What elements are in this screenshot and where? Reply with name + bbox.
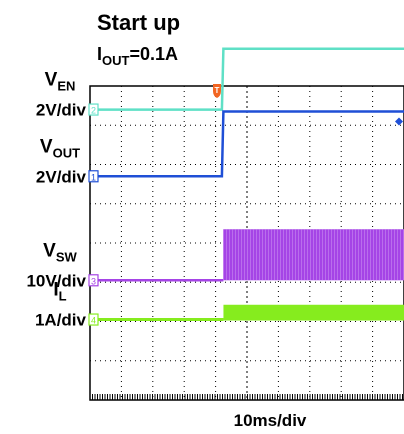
traces <box>90 47 404 322</box>
trace-il-ripple <box>223 304 404 321</box>
subtitle-main: I <box>97 44 102 64</box>
channel-name-sub: OUT <box>53 145 81 160</box>
ground-marker-number: 1 <box>91 172 96 182</box>
channel-name-main: V <box>40 136 53 157</box>
x-axis-ticks <box>89 390 403 400</box>
channel-name-sub: L <box>59 289 67 304</box>
channel-name-main: V <box>45 70 58 91</box>
channel-name-vout: VOUT <box>40 136 80 160</box>
ground-marker-il: 4 <box>88 313 99 326</box>
ground-marker-box <box>88 103 99 116</box>
trigger-marker-label: T <box>215 86 220 95</box>
channel-name-vsw: VSW <box>43 240 77 264</box>
trigger-marker-shape <box>213 84 221 98</box>
channel-label-il: IL 1A/div 4 <box>35 280 99 330</box>
ground-marker-number: 3 <box>91 276 96 286</box>
channel-name-ven: VEN <box>45 70 76 94</box>
channel-name-il: IL <box>53 280 66 304</box>
channel-scale-vsw: 10V/div <box>26 271 86 290</box>
subtitle-sub: OUT <box>102 53 130 68</box>
channel-label-vout: VOUT 2V/div 1 <box>36 136 99 186</box>
channel-name-main: V <box>43 240 56 261</box>
channel-scale-vout: 2V/div <box>36 167 87 186</box>
trigger-marker: T <box>213 84 221 98</box>
ground-marker-box <box>88 313 99 326</box>
x-axis-label: 10ms/div <box>234 411 307 430</box>
channel-name-main: I <box>53 280 58 301</box>
vout-level-marker <box>395 117 403 126</box>
trace-vsw-switching-edges <box>223 229 404 281</box>
channel-label-ven: VEN 2V/div 2 <box>36 70 99 120</box>
ground-marker-number: 2 <box>91 106 96 116</box>
trace-ven <box>90 47 404 111</box>
channel-scale-ven: 2V/div <box>36 101 87 120</box>
chart-subtitle: IOUT=0.1A <box>97 44 178 68</box>
channel-name-sub: EN <box>57 79 75 94</box>
ground-marker-box <box>88 170 99 183</box>
channel-scale-il: 1A/div <box>35 311 87 330</box>
ground-marker-vsw: 3 <box>88 274 99 287</box>
chart-title: Start up <box>97 10 180 35</box>
subtitle-rest: =0.1A <box>129 44 178 64</box>
trace-vout <box>90 110 404 178</box>
channel-name-sub: SW <box>56 249 78 264</box>
ground-marker-number: 4 <box>91 316 96 326</box>
ground-marker-ven: 2 <box>88 103 99 116</box>
ground-marker-box <box>88 274 99 287</box>
ground-marker-vout: 1 <box>88 170 99 183</box>
channel-label-vsw: VSW 10V/div 3 <box>26 240 99 290</box>
